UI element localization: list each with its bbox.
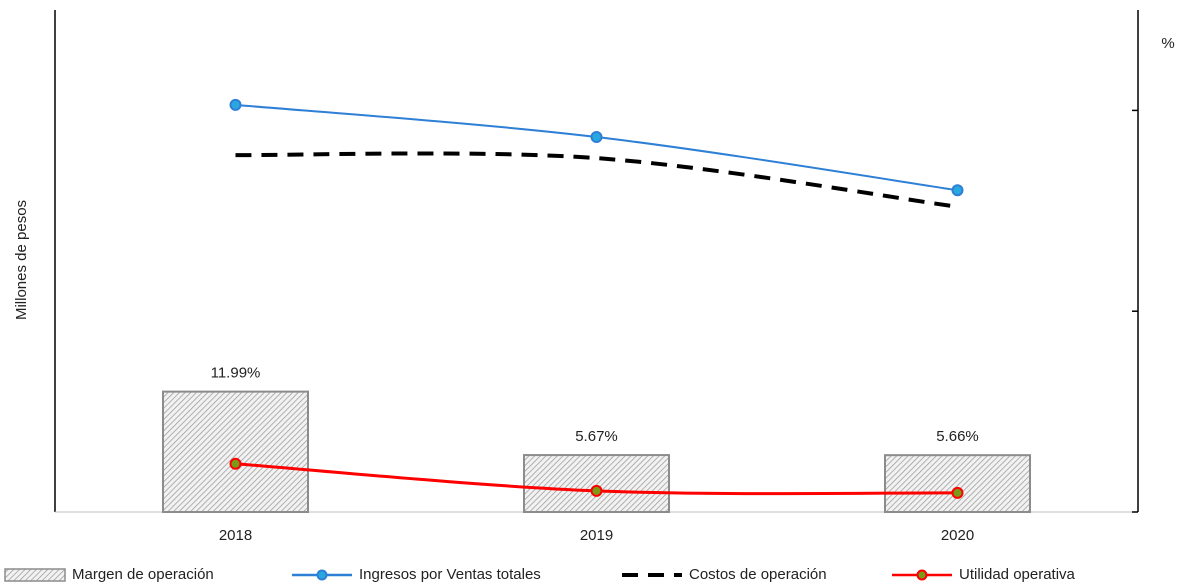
legend-marker xyxy=(316,569,328,581)
marker xyxy=(951,486,964,499)
y2-axis-label: % xyxy=(1161,35,1174,52)
marker xyxy=(951,184,964,197)
bar xyxy=(884,454,1031,514)
marker xyxy=(229,457,242,470)
legend-label: Ingresos por Ventas totales xyxy=(359,566,541,583)
bar xyxy=(162,390,309,513)
bar xyxy=(523,454,670,514)
marker xyxy=(590,484,603,497)
x-tick-label: 2020 xyxy=(941,527,974,544)
y-axis-label: Millones de pesos xyxy=(13,200,30,320)
line xyxy=(235,151,958,209)
marker xyxy=(229,98,242,111)
line xyxy=(235,103,958,192)
legend-marker xyxy=(916,569,928,581)
legend-swatch xyxy=(4,568,66,582)
x-tick-label: 2018 xyxy=(219,527,252,544)
legend-label: Costos de operación xyxy=(689,566,827,583)
data-label: 5.67% xyxy=(575,428,618,445)
x-tick-label: 2019 xyxy=(580,527,613,544)
legend-label: Margen de operación xyxy=(72,566,214,583)
data-label: 11.99% xyxy=(211,365,261,382)
marker xyxy=(590,131,603,144)
legend-label: Utilidad operativa xyxy=(959,566,1076,583)
data-label: 5.66% xyxy=(936,428,979,445)
